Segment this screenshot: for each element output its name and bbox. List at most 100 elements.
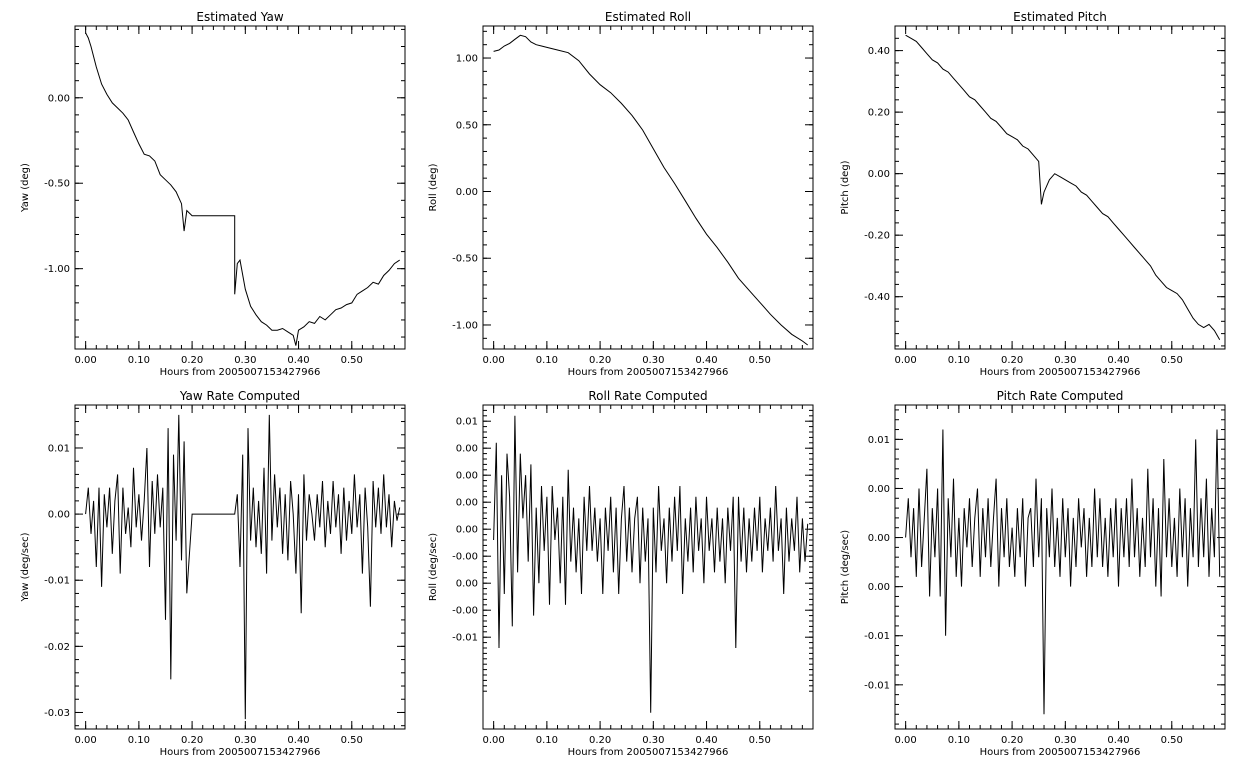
y-axis-label: Pitch (deg/sec) — [840, 530, 851, 605]
chart-panel: Estimated Pitch 0.00 0.10 0.20 0.30 0.40 0.50 0… — [840, 10, 1226, 378]
x-tick-label: 0.10 — [948, 355, 970, 366]
x-tick-label: 0.40 — [287, 735, 309, 746]
y-tick-label: -0.20 — [864, 231, 890, 242]
x-tick-label: 0.20 — [589, 355, 611, 366]
y-tick-label: 0.50 — [456, 120, 478, 131]
series-line — [493, 415, 809, 713]
x-tick-label: 0.50 — [749, 355, 771, 366]
y-tick-label: -0.00 — [452, 552, 478, 563]
x-tick-label: 0.20 — [181, 355, 203, 366]
plot-frame — [894, 25, 1226, 350]
x-tick-label: 0.20 — [589, 735, 611, 746]
x-tick-label: 0.10 — [536, 735, 558, 746]
y-tick-label: 0.00 — [868, 169, 890, 180]
chart-panel: Roll Rate Computed 0.00 0.10 0.20 0.30 0.40 0.… — [428, 389, 814, 758]
x-axis-label: Hours from 2005007153427966 — [160, 367, 321, 378]
series-line — [85, 414, 401, 720]
series-line — [905, 34, 1221, 341]
x-tick-label: 0.30 — [234, 735, 256, 746]
chart-title: Estimated Roll — [605, 10, 691, 24]
x-tick-label: 0.50 — [749, 735, 771, 746]
x-tick-label: 0.30 — [1054, 735, 1076, 746]
x-tick-label: 0.10 — [948, 735, 970, 746]
y-tick-label: 0.01 — [868, 435, 890, 446]
x-tick-label: 0.00 — [75, 735, 97, 746]
series-line — [493, 34, 809, 346]
y-tick-label: 0.00 — [456, 187, 478, 198]
x-tick-label: 0.40 — [287, 355, 309, 366]
x-axis-label: Hours from 2005007153427966 — [568, 747, 729, 758]
x-tick-label: 0.20 — [1001, 735, 1023, 746]
y-tick-label: 0.40 — [868, 46, 890, 57]
y-tick-label: 0.00 — [868, 484, 890, 495]
x-axis-label: Hours from 2005007153427966 — [160, 747, 321, 758]
x-tick-label: 0.30 — [642, 355, 664, 366]
y-tick-label: -0.02 — [44, 642, 70, 653]
x-tick-label: 0.50 — [341, 735, 363, 746]
y-tick-label: -0.01 — [864, 680, 890, 691]
y-tick-label: 0.00 — [456, 444, 478, 455]
chart-title: Roll Rate Computed — [588, 389, 707, 403]
y-tick-label: -0.50 — [452, 254, 478, 265]
x-tick-label: 0.50 — [1161, 355, 1183, 366]
x-tick-label: 0.40 — [695, 735, 717, 746]
x-tick-label: 0.10 — [536, 355, 558, 366]
y-axis-label: Yaw (deg/sec) — [20, 532, 31, 602]
x-axis-label: Hours from 2005007153427966 — [980, 367, 1141, 378]
x-tick-label: 0.00 — [483, 735, 505, 746]
x-tick-label: 0.00 — [75, 355, 97, 366]
y-tick-label: 0.00 — [868, 533, 890, 544]
series-line — [85, 32, 400, 346]
chart-panel: Estimated Yaw 0.00 0.10 0.20 0.30 0.40 0.50 0.0… — [20, 10, 406, 378]
y-axis-label: Roll (deg/sec) — [428, 533, 439, 601]
x-axis-label: Hours from 2005007153427966 — [568, 367, 729, 378]
y-tick-label: -0.50 — [44, 179, 70, 190]
x-tick-label: 0.10 — [128, 355, 150, 366]
x-axis-label: Hours from 2005007153427966 — [980, 747, 1141, 758]
y-axis-label: Yaw (deg) — [20, 163, 31, 213]
x-tick-label: 0.40 — [1107, 355, 1129, 366]
y-tick-label: 0.00 — [456, 498, 478, 509]
x-tick-label: 0.30 — [1054, 355, 1076, 366]
y-tick-label: -1.00 — [44, 264, 70, 275]
y-tick-label: -0.00 — [452, 606, 478, 617]
y-tick-label: -0.01 — [44, 576, 70, 587]
y-tick-label: -0.01 — [452, 633, 478, 644]
x-tick-label: 0.00 — [895, 735, 917, 746]
x-tick-label: 0.30 — [234, 355, 256, 366]
y-tick-label: -1.00 — [452, 320, 478, 331]
y-tick-label: -0.01 — [864, 631, 890, 642]
x-tick-label: 0.30 — [642, 735, 664, 746]
plot-frame — [482, 25, 814, 350]
plot-frame — [74, 25, 406, 350]
y-axis-label: Roll (deg) — [428, 163, 439, 211]
chart-title: Estimated Yaw — [196, 10, 283, 24]
y-tick-label: 0.01 — [456, 417, 478, 428]
y-tick-label: -0.03 — [44, 708, 70, 719]
x-tick-label: 0.40 — [695, 355, 717, 366]
x-tick-label: 0.40 — [1107, 735, 1129, 746]
y-tick-label: 0.01 — [48, 443, 70, 454]
y-tick-label: 0.00 — [48, 510, 70, 521]
y-tick-label: 0.00 — [456, 525, 478, 536]
chart-title: Pitch Rate Computed — [997, 389, 1124, 403]
chart-title: Yaw Rate Computed — [179, 389, 300, 403]
x-tick-label: 0.50 — [341, 355, 363, 366]
x-tick-label: 0.50 — [1161, 735, 1183, 746]
series-line — [905, 429, 1221, 715]
chart-title: Estimated Pitch — [1013, 10, 1107, 24]
y-tick-label: -0.40 — [864, 292, 890, 303]
x-tick-label: 0.20 — [1001, 355, 1023, 366]
y-tick-label: 0.20 — [868, 108, 890, 119]
y-tick-label: 0.00 — [48, 93, 70, 104]
y-tick-label: 0.00 — [456, 579, 478, 590]
chart-panel: Pitch Rate Computed 0.00 0.10 0.20 0.30 0.40 0… — [840, 389, 1226, 758]
x-tick-label: 0.10 — [128, 735, 150, 746]
y-tick-label: 1.00 — [456, 54, 478, 65]
chart-panel: Yaw Rate Computed 0.00 0.10 0.20 0.30 0.40 0.5… — [20, 389, 406, 758]
x-tick-label: 0.00 — [483, 355, 505, 366]
x-tick-label: 0.00 — [895, 355, 917, 366]
y-tick-label: 0.00 — [456, 471, 478, 482]
chart-panel: Estimated Roll 0.00 0.10 0.20 0.30 0.40 0.50 1.… — [428, 10, 814, 378]
